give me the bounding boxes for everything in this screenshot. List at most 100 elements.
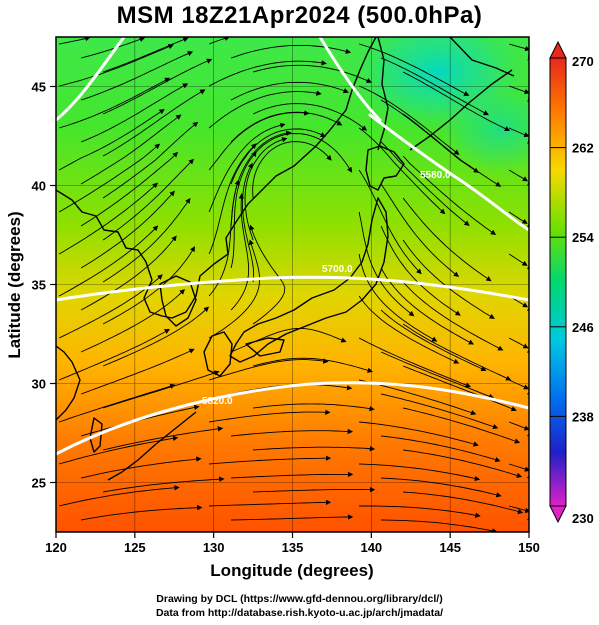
streamline [208,60,327,87]
streamline [80,235,177,311]
streamline [403,491,524,515]
contour-5820 [56,381,529,456]
figure-title: MSM 18Z21Apr2024 (500.0hPa) [116,2,483,29]
streamline [102,89,206,157]
coastline-ryukyu [107,411,197,481]
streamline [508,337,529,349]
contour-label-5820: 5820.0 [202,396,233,407]
streamline [508,505,529,513]
streamline [402,323,512,381]
streamline [252,141,332,199]
streamline [381,519,498,532]
streamline [508,127,529,138]
streamline [208,122,286,213]
streamline [358,43,470,96]
streamline [358,169,422,275]
streamline [508,253,528,266]
y-tick-label: 30 [32,377,46,392]
streamline [230,193,250,311]
streamline [230,44,352,59]
streamline [358,337,472,388]
streamline [358,127,446,215]
streamline [208,179,240,297]
streamline [381,477,502,498]
coastline-hokkaido [365,145,405,191]
streamline [380,183,460,278]
streamline [402,197,492,282]
streamline [244,137,288,241]
colorbar-tick-label: 230 [572,511,594,526]
streamline [403,449,523,478]
colorbar-top-arrow [549,40,567,59]
streamline [380,141,470,226]
streamline [80,51,194,101]
streamline [209,455,332,465]
streamline [102,197,191,283]
plot-area: 5820.0 5700.0 5580.0 [56,37,529,532]
streamline [80,151,179,227]
x-ticks: 120 125 130 135 140 145 150 [45,532,540,555]
streamline [359,505,481,518]
colorbar-bottom-arrow [549,505,567,524]
streamline [508,211,528,224]
streamline [58,44,174,87]
streamline [380,225,461,316]
streamline [58,77,171,129]
y-axis-label: Latitude (degrees) [5,211,24,358]
streamline [380,351,495,399]
coastline-kuril [409,69,513,151]
streamline [402,71,511,132]
streamline [402,281,504,351]
streamline [358,85,460,155]
coastline-sakhalin [377,37,389,151]
x-tick-label: 130 [203,540,225,555]
height-contours [56,37,529,456]
streamline [102,306,210,367]
streamline [58,328,170,381]
streamline [508,463,529,472]
streamline [102,158,195,241]
contour-label-5580: 5580.0 [420,170,451,181]
streamline [102,37,189,73]
credit-data: Data from http://database.rish.kyoto-u.a… [155,607,444,619]
coastline-eurasia [56,37,377,319]
streamline [252,133,353,173]
y-tick-label: 25 [32,476,46,491]
streamline [402,113,502,187]
streamline [208,37,231,45]
streamline [508,85,529,95]
streamline [58,143,161,213]
streamline [252,103,368,131]
colorbar-tick-label: 238 [572,409,594,424]
streamline [102,426,224,451]
streamline [102,246,196,325]
streamline [231,428,354,437]
streamline [358,211,415,317]
coastline-korea [159,275,197,327]
streamline [208,90,322,129]
streamline [381,435,501,463]
streamline [58,383,176,423]
streamline [253,486,376,493]
colorbar-scale [549,57,567,507]
streamline [80,348,195,395]
streamline [402,365,517,412]
streamline [80,37,146,59]
streamline [358,253,438,342]
coastline-china-south [56,345,81,421]
streamline [231,471,354,479]
streamline [381,393,499,430]
credits: Drawing by DCL (https://www.gfd-dennou.o… [0,592,599,620]
streamline [230,81,349,101]
streamline [59,37,91,45]
contour-5460b [318,37,382,122]
colorbar-tick-label: 270 [572,54,594,69]
streamline [81,456,202,479]
x-tick-label: 140 [360,540,382,555]
streamline [403,407,521,444]
streamline [230,327,347,353]
streamline [102,58,213,115]
streamline [102,370,220,409]
streamline [230,128,326,185]
streamline [230,151,257,269]
